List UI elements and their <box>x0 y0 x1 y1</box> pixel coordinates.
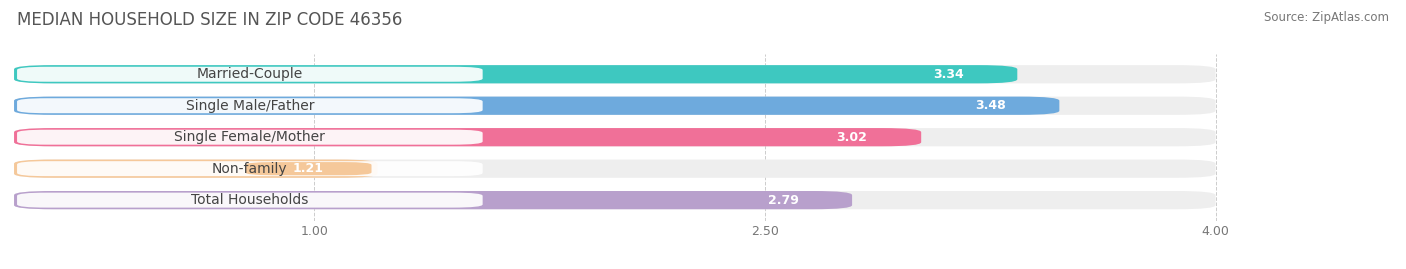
Text: Single Female/Mother: Single Female/Mother <box>174 130 325 144</box>
Text: Total Households: Total Households <box>191 193 308 207</box>
FancyBboxPatch shape <box>720 194 846 207</box>
Text: 1.21: 1.21 <box>292 162 323 175</box>
Text: 2.79: 2.79 <box>768 194 799 207</box>
FancyBboxPatch shape <box>17 161 482 176</box>
FancyBboxPatch shape <box>17 67 482 82</box>
FancyBboxPatch shape <box>14 128 921 146</box>
FancyBboxPatch shape <box>17 98 482 113</box>
FancyBboxPatch shape <box>17 130 482 145</box>
FancyBboxPatch shape <box>14 65 1216 83</box>
FancyBboxPatch shape <box>14 65 1018 83</box>
FancyBboxPatch shape <box>14 191 1216 209</box>
Text: 3.48: 3.48 <box>974 99 1005 112</box>
Text: Married-Couple: Married-Couple <box>197 67 302 81</box>
Text: 3.34: 3.34 <box>932 68 963 81</box>
FancyBboxPatch shape <box>14 128 1216 146</box>
FancyBboxPatch shape <box>789 131 915 144</box>
Text: MEDIAN HOUSEHOLD SIZE IN ZIP CODE 46356: MEDIAN HOUSEHOLD SIZE IN ZIP CODE 46356 <box>17 11 402 29</box>
FancyBboxPatch shape <box>14 191 852 209</box>
FancyBboxPatch shape <box>14 160 377 178</box>
Text: Single Male/Father: Single Male/Father <box>186 99 314 113</box>
Text: Source: ZipAtlas.com: Source: ZipAtlas.com <box>1264 11 1389 24</box>
FancyBboxPatch shape <box>17 193 482 208</box>
Text: Non-family: Non-family <box>212 162 288 176</box>
FancyBboxPatch shape <box>886 68 1011 81</box>
FancyBboxPatch shape <box>14 160 1216 178</box>
FancyBboxPatch shape <box>14 97 1059 115</box>
FancyBboxPatch shape <box>14 97 1216 115</box>
FancyBboxPatch shape <box>927 99 1053 112</box>
FancyBboxPatch shape <box>246 162 371 175</box>
Text: 3.02: 3.02 <box>837 131 868 144</box>
